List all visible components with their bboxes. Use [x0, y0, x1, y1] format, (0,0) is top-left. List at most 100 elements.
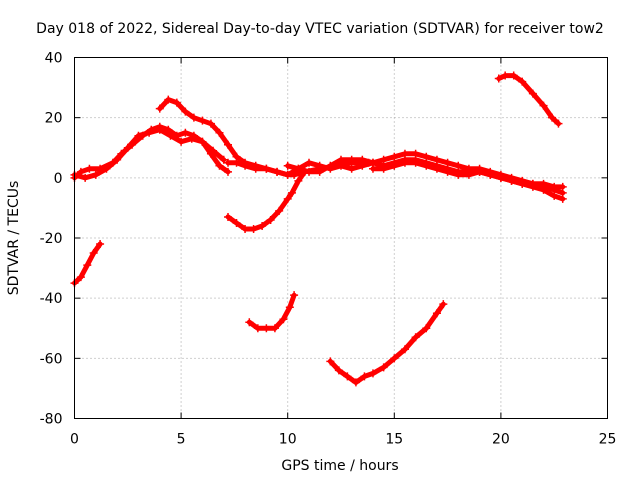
data-point [400, 158, 409, 167]
data-point [81, 173, 90, 182]
series-line [327, 301, 446, 385]
series-arc-dip-50 [245, 291, 299, 333]
chart-title: Day 018 of 2022, Sidereal Day-to-day VTE… [36, 21, 604, 37]
data-point [181, 128, 190, 137]
data-point [432, 309, 441, 318]
data-point [198, 116, 207, 125]
data-point [96, 240, 105, 249]
data-point [305, 158, 314, 167]
data-point [351, 378, 360, 387]
series-arc-early-negative [70, 240, 105, 288]
series-line [225, 169, 308, 232]
data-point [209, 146, 218, 155]
data-point [258, 221, 267, 230]
data-point [411, 158, 420, 167]
data-point [262, 164, 271, 173]
grid [74, 57, 608, 419]
data-point [315, 167, 324, 176]
data-point [224, 140, 233, 149]
data-point [91, 170, 100, 179]
data-point [337, 155, 345, 164]
x-tick-label: 15 [385, 432, 403, 448]
data-point [241, 161, 250, 170]
data-point [300, 167, 309, 176]
data-point [294, 176, 303, 185]
data-point [390, 354, 399, 363]
series-arc-late-high [494, 71, 563, 128]
data-point [558, 194, 567, 203]
data-point [245, 318, 254, 327]
y-tick-label: 40 [45, 51, 63, 67]
data-point [134, 131, 143, 140]
data-point [454, 170, 463, 179]
data-point [251, 164, 260, 173]
x-axis-label: GPS time / hours [281, 458, 398, 474]
series-arc-dip-18 [224, 167, 309, 233]
data-point [283, 170, 292, 179]
data-point [422, 324, 431, 333]
data-point [360, 372, 369, 381]
data-point [172, 98, 181, 107]
data-point [232, 158, 241, 167]
data-point [273, 167, 282, 176]
data-point [155, 104, 164, 113]
x-tick-label: 25 [599, 432, 617, 448]
data-point [232, 218, 241, 227]
data-point [249, 224, 258, 233]
data-point [241, 224, 250, 233]
data-point [285, 303, 294, 312]
data-point [548, 113, 557, 122]
data-point [283, 161, 292, 170]
series-arc-mid-a [224, 149, 567, 197]
data-point [253, 324, 262, 333]
data-point [558, 182, 567, 191]
plot-series [70, 71, 567, 387]
data-point [275, 206, 284, 215]
data-point [206, 119, 215, 128]
data-point [189, 113, 198, 122]
data-point [224, 212, 233, 221]
x-tick-label: 10 [279, 432, 297, 448]
y-axis-label: SDTVAR / TECUs [6, 181, 22, 296]
y-tick-label: -80 [40, 412, 63, 428]
data-point [279, 315, 288, 324]
series-line [246, 292, 297, 331]
data-point [550, 182, 559, 191]
data-point [145, 128, 154, 137]
data-point [439, 300, 448, 309]
plot-frame [74, 57, 608, 419]
data-point [528, 179, 537, 188]
data-point [347, 164, 356, 173]
data-point [464, 170, 473, 179]
data-point [219, 155, 228, 164]
data-point [368, 369, 377, 378]
data-point [76, 273, 85, 282]
data-point [501, 71, 510, 80]
data-point [422, 161, 431, 170]
data-point [379, 363, 388, 372]
series-arc-mid-c [368, 158, 567, 191]
series-line [496, 73, 561, 127]
data-point [166, 131, 175, 140]
data-point [326, 161, 335, 170]
data-point [283, 194, 292, 203]
data-point [187, 134, 196, 143]
data-point [294, 164, 303, 173]
data-point [270, 324, 279, 333]
data-point [432, 164, 441, 173]
data-point [368, 164, 377, 173]
x-tick-label: 20 [492, 432, 510, 448]
data-point [113, 155, 122, 164]
data-point [494, 74, 503, 83]
series-line [225, 151, 566, 196]
data-point [550, 191, 559, 200]
data-point [89, 249, 98, 258]
data-point [486, 170, 495, 179]
data-point [287, 188, 296, 197]
y-tick-label: 20 [45, 111, 63, 127]
y-tick-label: -60 [40, 351, 63, 367]
data-point [343, 372, 352, 381]
data-point [379, 164, 388, 173]
data-point [507, 176, 516, 185]
